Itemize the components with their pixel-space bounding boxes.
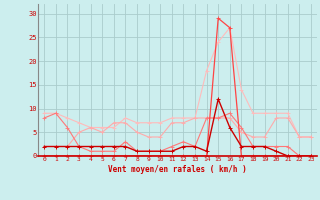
X-axis label: Vent moyen/en rafales ( km/h ): Vent moyen/en rafales ( km/h ) xyxy=(108,165,247,174)
